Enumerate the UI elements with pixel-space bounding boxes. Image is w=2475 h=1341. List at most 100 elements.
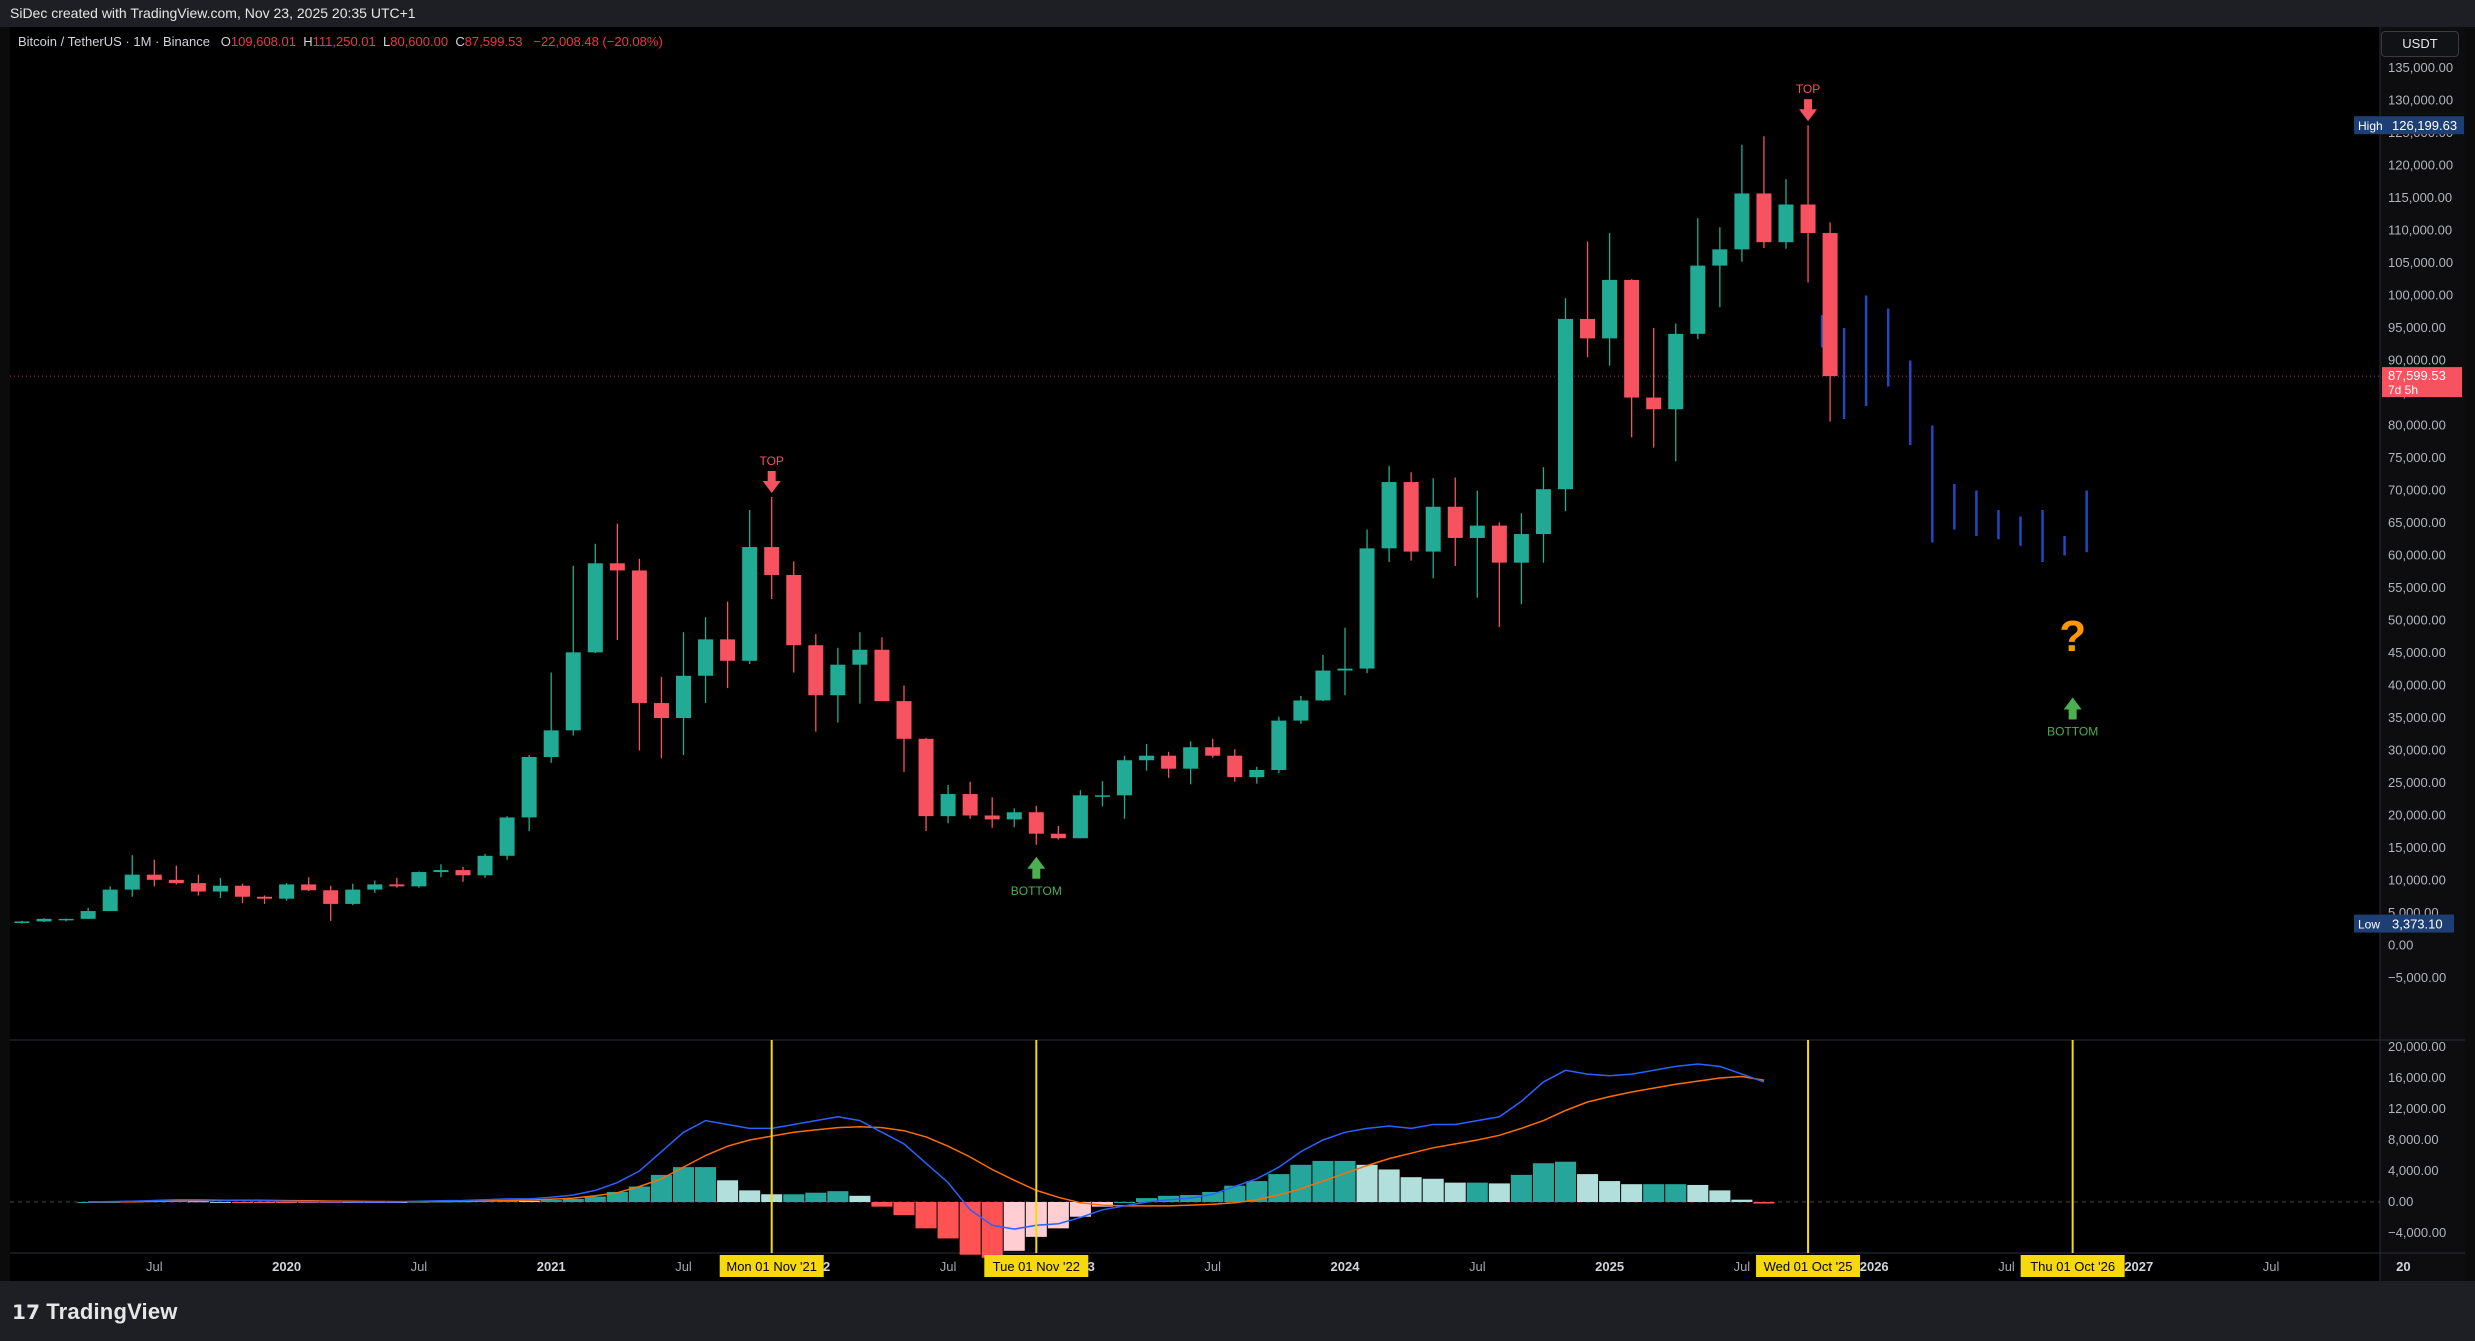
candle-body[interactable] bbox=[1183, 747, 1199, 769]
candle-body[interactable] bbox=[1249, 770, 1265, 778]
candle-body[interactable] bbox=[984, 815, 1000, 820]
candle-body[interactable] bbox=[1050, 833, 1066, 839]
ohlc-legend: Bitcoin / TetherUS · 1M · Binance O109,6… bbox=[18, 34, 663, 49]
candle-body[interactable] bbox=[1315, 670, 1331, 701]
candle-body[interactable] bbox=[1513, 534, 1529, 563]
candle-body[interactable] bbox=[14, 921, 30, 923]
candle-body[interactable] bbox=[940, 794, 956, 817]
candle-body[interactable] bbox=[1072, 795, 1088, 839]
candle-body[interactable] bbox=[896, 701, 912, 739]
candle-body[interactable] bbox=[433, 870, 449, 873]
candle-body[interactable] bbox=[411, 872, 427, 887]
open-value: 109,608.01 bbox=[230, 34, 296, 49]
candle-body[interactable] bbox=[653, 703, 669, 718]
candle-body[interactable] bbox=[1535, 489, 1551, 535]
candle-body[interactable] bbox=[742, 547, 758, 661]
macd-histogram-bar bbox=[1731, 1199, 1753, 1202]
candle-body[interactable] bbox=[1712, 249, 1728, 266]
candle-body[interactable] bbox=[1205, 747, 1221, 756]
candle-body[interactable] bbox=[1734, 193, 1750, 250]
candle-body[interactable] bbox=[1469, 525, 1485, 538]
candle-body[interactable] bbox=[786, 575, 802, 646]
candle-body[interactable] bbox=[918, 738, 934, 817]
candle-body[interactable] bbox=[1006, 812, 1022, 820]
candle-body[interactable] bbox=[543, 730, 559, 757]
candle-body[interactable] bbox=[676, 675, 691, 718]
candle-body[interactable] bbox=[212, 885, 228, 892]
candle-body[interactable] bbox=[1293, 700, 1309, 721]
candle-body[interactable] bbox=[1139, 755, 1155, 761]
candle-body[interactable] bbox=[1403, 482, 1419, 552]
macd-histogram-bar bbox=[1334, 1160, 1356, 1202]
macd-histogram-bar bbox=[1378, 1169, 1400, 1202]
candle-body[interactable] bbox=[36, 918, 52, 922]
candle-body[interactable] bbox=[301, 884, 317, 891]
candle-body[interactable] bbox=[1646, 397, 1662, 410]
candle-body[interactable] bbox=[1447, 506, 1463, 538]
candle-body[interactable] bbox=[764, 547, 780, 575]
macd-histogram-bar bbox=[540, 1200, 562, 1202]
candle-body[interactable] bbox=[1624, 279, 1640, 398]
candle-body[interactable] bbox=[257, 896, 273, 899]
candle-body[interactable] bbox=[367, 884, 383, 890]
candle-body[interactable] bbox=[102, 889, 118, 912]
currency-button[interactable]: USDT bbox=[2381, 31, 2459, 57]
candle-body[interactable] bbox=[1359, 548, 1375, 669]
bar-countdown: 7d 5h bbox=[2388, 383, 2418, 397]
candle-body[interactable] bbox=[1822, 233, 1838, 377]
candle-body[interactable] bbox=[1756, 193, 1772, 243]
candle-body[interactable] bbox=[499, 817, 515, 856]
chart-area[interactable]: 135,000.00130,000.00125,000.00120,000.00… bbox=[10, 27, 2465, 1281]
candle-body[interactable] bbox=[190, 883, 206, 892]
candle-body[interactable] bbox=[279, 884, 295, 899]
candle-body[interactable] bbox=[146, 874, 162, 880]
candle-body[interactable] bbox=[521, 757, 537, 818]
candle-body[interactable] bbox=[1227, 755, 1243, 778]
candle-body[interactable] bbox=[1117, 760, 1132, 796]
candle-body[interactable] bbox=[852, 649, 868, 665]
currency-label: USDT bbox=[2402, 36, 2438, 51]
candle-body[interactable] bbox=[830, 664, 846, 696]
candle-body[interactable] bbox=[631, 570, 647, 704]
low-marker-bg bbox=[2354, 914, 2454, 933]
chart-svg[interactable]: 135,000.00130,000.00125,000.00120,000.00… bbox=[10, 27, 2465, 1281]
candle-body[interactable] bbox=[1491, 525, 1507, 563]
time-tick-label: Jul bbox=[1734, 1259, 1751, 1274]
candle-body[interactable] bbox=[235, 885, 250, 897]
candle-body[interactable] bbox=[1094, 795, 1110, 797]
candle-body[interactable] bbox=[477, 855, 493, 876]
candle-body[interactable] bbox=[1425, 506, 1441, 552]
candle-body[interactable] bbox=[345, 889, 361, 904]
candle-body[interactable] bbox=[1028, 812, 1044, 834]
candle-body[interactable] bbox=[1602, 279, 1618, 339]
brand-logo[interactable]: 𝟭𝟳 TradingView bbox=[12, 1299, 178, 1325]
candle-body[interactable] bbox=[1690, 265, 1706, 334]
candle-body[interactable] bbox=[323, 890, 339, 904]
candle-body[interactable] bbox=[455, 870, 471, 876]
candle-body[interactable] bbox=[1271, 720, 1287, 770]
candle-body[interactable] bbox=[1558, 318, 1573, 490]
candle-body[interactable] bbox=[389, 884, 405, 887]
candle-body[interactable] bbox=[124, 874, 140, 890]
candle-body[interactable] bbox=[1800, 204, 1816, 234]
candle-body[interactable] bbox=[168, 879, 184, 884]
candle-body[interactable] bbox=[609, 563, 625, 571]
candle-body[interactable] bbox=[1580, 318, 1596, 339]
candle-body[interactable] bbox=[874, 649, 890, 702]
candle-body[interactable] bbox=[1778, 204, 1794, 243]
bottom-arrow-shaft bbox=[2068, 708, 2077, 720]
candle-body[interactable] bbox=[587, 563, 603, 653]
macd-histogram-bar bbox=[1422, 1178, 1444, 1202]
candle-body[interactable] bbox=[962, 794, 978, 816]
candle-body[interactable] bbox=[565, 652, 581, 731]
candle-body[interactable] bbox=[1161, 755, 1177, 769]
candle-body[interactable] bbox=[1337, 668, 1353, 671]
symbol-name[interactable]: Bitcoin / TetherUS · 1M · Binance bbox=[18, 34, 210, 49]
candle-body[interactable] bbox=[1668, 333, 1684, 410]
candle-body[interactable] bbox=[1381, 482, 1397, 549]
candle-body[interactable] bbox=[720, 639, 736, 661]
candle-body[interactable] bbox=[58, 918, 74, 921]
candle-body[interactable] bbox=[808, 645, 824, 696]
candle-body[interactable] bbox=[698, 639, 714, 676]
candle-body[interactable] bbox=[80, 911, 96, 919]
